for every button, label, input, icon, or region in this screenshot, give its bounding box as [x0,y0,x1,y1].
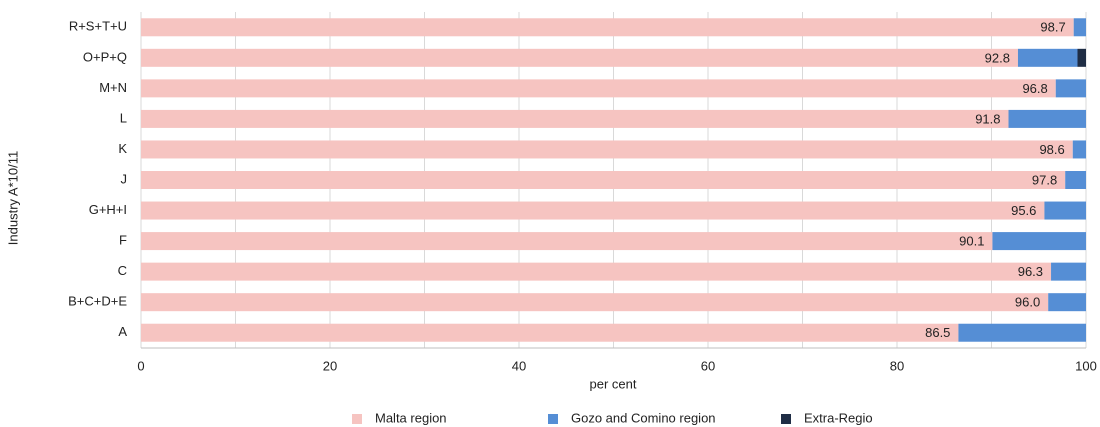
x-tick-label: 100 [1075,358,1097,373]
legend-swatch [781,414,791,424]
y-tick-label: R+S+T+U [69,19,127,34]
y-tick-label: G+H+I [89,202,127,217]
bar-segment [141,18,1074,37]
y-axis-label: Industry A*10/11 [5,151,20,245]
legend-label: Extra-Regio [804,410,873,425]
data-label: 92.8 [985,50,1010,65]
y-tick-label: F [119,233,127,248]
data-label: 96.3 [1018,264,1043,279]
data-label: 96.0 [1015,295,1040,310]
legend-swatch [548,414,558,424]
bar-segment [992,232,1086,251]
bar-segment [141,201,1045,220]
data-label: 90.1 [959,234,984,249]
bar-segment [141,232,993,251]
x-axis-label: per cent [590,376,637,391]
y-tick-label: M+N [99,80,127,95]
x-tick-label: 40 [512,358,526,373]
bar-segment [958,323,1086,342]
bar-segment [1017,48,1078,67]
y-tick-label: C [118,263,127,278]
bar-segment [141,140,1073,159]
legend-swatch [352,414,362,424]
y-tick-label: A [118,324,127,339]
bar-segment [1051,262,1086,281]
bar-segment [1048,293,1086,312]
x-tick-label: 60 [701,358,715,373]
x-tick-label: 20 [323,358,337,373]
x-tick-label: 80 [890,358,904,373]
y-tick-label: J [121,171,128,186]
x-tick-label: 0 [137,358,144,373]
data-label: 95.6 [1011,203,1036,218]
bar-segment [1073,18,1086,37]
data-label: 86.5 [925,325,950,340]
data-label: 98.6 [1039,142,1064,157]
legend-label: Malta region [375,410,447,425]
data-label: 97.8 [1032,172,1057,187]
y-tick-label: O+P+Q [83,49,127,64]
bar-segment [1044,201,1086,220]
bar-segment [141,79,1056,98]
bar-segment [1055,79,1086,98]
data-label: 91.8 [975,111,1000,126]
bar-segment [1008,109,1086,128]
bar-segment [141,109,1009,128]
data-label: 96.8 [1022,81,1047,96]
bar-segment [141,48,1018,67]
bar-segment [141,323,959,342]
bar-segment [141,171,1066,189]
y-tick-label: B+C+D+E [68,294,127,309]
y-tick-label: L [120,110,127,125]
data-label: 98.7 [1040,20,1065,35]
bar-segment [1072,140,1086,159]
bar-segment [1065,171,1086,189]
bar-segment [141,293,1049,312]
legend-label: Gozo and Comino region [571,410,716,425]
bar-segment [1077,48,1086,67]
y-tick-label: K [118,141,127,156]
bar-segment [141,262,1052,281]
